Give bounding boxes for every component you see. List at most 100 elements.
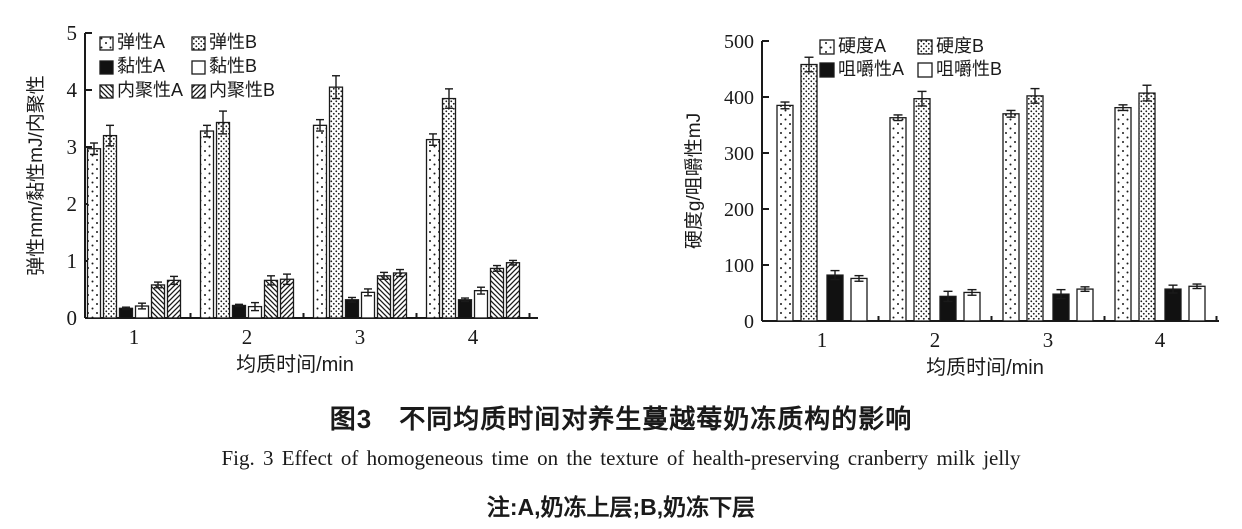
chart-texture: 0 1 2 3 4 5 1 2 3 4 均质时间/min 弹性mm/黏性mJ/内聚性 弹性A 弹性B 黏性A… (25, 21, 538, 376)
legend-label-内聚性B: 内聚性B (209, 80, 275, 100)
x-tick-label: 3 (1043, 328, 1054, 352)
bar-弹性B-min4 (441, 97, 457, 319)
bar-硬度A-min2 (889, 117, 907, 322)
legend-label-弹性B: 弹性B (209, 32, 257, 52)
bar-弹性A-min3 (312, 124, 328, 319)
legend-swatch-内聚性B (191, 84, 206, 99)
bar-硬度B-min3 (1026, 95, 1044, 322)
bar-黏性A-min4 (457, 299, 473, 319)
error-bar (380, 271, 388, 280)
error-bar (203, 124, 211, 138)
y-tick-label: 0 (67, 306, 78, 330)
chart-hardness: 0 100 200 300 400 500 1 2 3 4 均质时间/min 硬度g/咀嚼性mJ 硬度A… (683, 31, 1219, 379)
legend-label-黏性A: 黏性A (117, 56, 165, 76)
bar-内聚性A-min3 (376, 275, 392, 319)
error-bar (267, 275, 275, 286)
y-tick-label: 4 (67, 78, 78, 102)
x-tick-label: 4 (468, 325, 479, 349)
bar-咀嚼性A-min4 (1164, 288, 1182, 322)
bar-咀嚼性B-min2 (963, 291, 981, 322)
y-axis-title: 弹性mm/黏性mJ/内聚性 (25, 75, 47, 276)
error-bar (251, 301, 259, 312)
error-bar (429, 133, 437, 146)
legend-swatch-黏性A (99, 60, 114, 75)
legend-label-咀嚼性B: 咀嚼性B (936, 59, 1002, 79)
bar-硬度B-min4 (1138, 92, 1156, 322)
legend-label-黏性B: 黏性B (209, 56, 257, 76)
bar-内聚性B-min4 (505, 262, 521, 319)
bar-咀嚼性A-min1 (826, 274, 844, 322)
x-tick-label: 2 (930, 328, 941, 352)
error-bar (477, 286, 485, 295)
legend: 硬度A 硬度B 咀嚼性A 咀嚼性B (819, 36, 1002, 79)
bar-硬度A-min4 (1114, 106, 1132, 322)
x-axis-title: 均质时间/min (926, 356, 1044, 379)
error-bar (780, 101, 790, 110)
bar-硬度B-min1 (800, 63, 818, 322)
x-tick-label: 3 (355, 325, 366, 349)
error-bar (332, 75, 340, 100)
bar-内聚性B-min3 (392, 272, 408, 319)
legend-swatch-弹性A (99, 36, 114, 51)
bar-弹性A-min4 (425, 138, 441, 319)
error-bar (219, 110, 227, 135)
error-bar (1118, 104, 1128, 112)
bar-内聚性A-min4 (489, 267, 505, 319)
error-bar (943, 290, 953, 303)
y-tick-label: 3 (67, 135, 78, 159)
legend-swatch-硬度B (917, 39, 933, 55)
y-tick-label: 400 (724, 87, 754, 109)
error-bar (1192, 283, 1202, 290)
bar-硬度A-min1 (776, 104, 794, 322)
error-bar (1006, 109, 1016, 118)
error-bar (106, 124, 114, 147)
legend-label-硬度A: 硬度A (838, 36, 886, 56)
error-bar (493, 264, 501, 272)
error-bar (445, 88, 453, 109)
x-axis-title: 均质时间/min (236, 353, 354, 376)
legend-label-内聚性A: 内聚性A (117, 80, 183, 100)
bar-黏性A-min2 (231, 304, 247, 319)
legend-swatch-咀嚼性A (819, 62, 835, 78)
error-bar (893, 114, 903, 122)
legend-swatch-内聚性A (99, 84, 114, 99)
bar-内聚性A-min1 (150, 284, 166, 319)
error-bar (348, 296, 356, 303)
error-bar (364, 288, 372, 297)
y-tick-label: 300 (724, 143, 754, 165)
legend-swatch-硬度A (819, 39, 835, 55)
error-bar (509, 259, 517, 266)
error-bar (122, 306, 130, 311)
legend-swatch-咀嚼性B (917, 62, 933, 78)
bar-咀嚼性B-min4 (1188, 285, 1206, 322)
bar-硬度B-min2 (913, 98, 931, 322)
y-tick-label: 500 (724, 31, 754, 53)
y-tick-label: 2 (67, 192, 78, 216)
error-bar (235, 303, 243, 308)
bar-弹性B-min3 (328, 86, 344, 319)
x-tick-label: 4 (1155, 328, 1166, 352)
y-tick-label: 0 (744, 311, 754, 333)
bar-硬度A-min3 (1002, 113, 1020, 322)
legend-label-硬度B: 硬度B (936, 36, 984, 56)
legend-label-咀嚼性A: 咀嚼性A (838, 59, 904, 79)
error-bar (154, 281, 162, 289)
x-tick-label: 1 (817, 328, 828, 352)
error-bar (283, 273, 291, 286)
figure-note: 注:A,奶冻上层;B,奶冻下层 (486, 494, 756, 520)
bar-内聚性B-min1 (166, 279, 182, 319)
error-bar (1080, 286, 1090, 293)
error-bar (1142, 84, 1152, 102)
error-bar (1056, 288, 1066, 300)
bar-咀嚼性B-min3 (1076, 288, 1094, 322)
error-bar (138, 302, 146, 310)
error-bar (90, 142, 98, 156)
legend: 弹性A 弹性B 黏性A 黏性B 内聚性A 内聚性B (99, 32, 275, 100)
figure-caption-en: Fig. 3 Effect of homogeneous time on the… (221, 446, 1021, 470)
bar-弹性A-min2 (199, 130, 215, 319)
legend-label-弹性A: 弹性A (117, 32, 165, 52)
error-bar (1030, 87, 1040, 104)
error-bar (854, 274, 864, 282)
error-bar (804, 56, 814, 73)
